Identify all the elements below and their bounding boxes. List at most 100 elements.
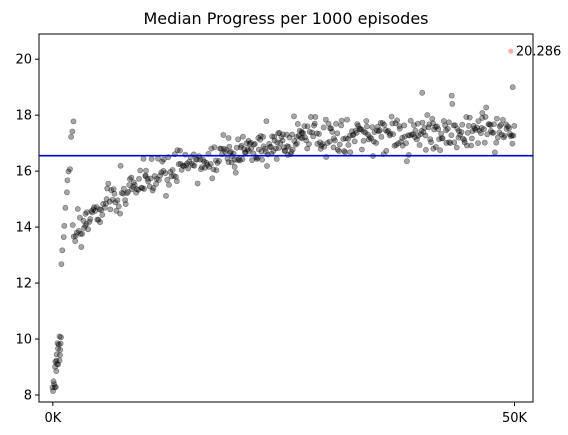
data-point [472,126,479,133]
data-point [318,142,325,149]
data-point [91,204,97,211]
data-point [213,167,220,174]
data-point [345,135,351,142]
data-point [486,121,493,128]
data-point [70,233,77,240]
data-point [238,142,245,149]
data-point [296,127,303,134]
data-point [54,340,61,347]
data-point [185,165,192,172]
data-point [356,126,363,132]
data-point [464,129,471,136]
data-point [294,121,301,127]
data-point [278,134,285,140]
data-point [73,229,80,236]
data-point [412,127,419,134]
data-point [153,180,159,187]
data-point [53,368,60,374]
data-point [234,156,241,163]
data-point [345,141,352,148]
data-point [239,156,246,163]
data-point [49,384,56,391]
data-point [434,123,440,130]
data-point [342,135,349,142]
y-tick-label: 10 [15,333,32,348]
data-point [338,122,345,129]
data-point [65,168,72,175]
data-point [172,173,179,180]
data-point [225,135,232,141]
data-point [338,117,345,124]
data-point [355,123,362,129]
data-point [117,162,124,169]
data-point [320,124,327,131]
data-point [81,225,87,231]
data-point [304,123,311,130]
data-point [388,113,395,120]
data-point [350,131,357,138]
data-point [292,141,299,148]
data-point [375,128,382,135]
data-point [405,132,412,139]
data-point [453,144,460,151]
data-point [177,147,183,154]
data-point [487,127,494,134]
data-point [192,156,199,163]
data-point [432,124,439,130]
data-point [283,131,290,138]
data-point [334,146,341,153]
data-point [399,134,406,141]
data-point [93,204,100,211]
data-point [429,115,436,122]
data-point [223,146,230,153]
data-point [421,124,428,131]
data-point [170,172,177,179]
data-point [419,89,426,96]
data-point [166,181,172,188]
data-point [325,120,332,127]
data-point [64,177,71,184]
data-point [198,166,204,173]
data-point [416,142,423,148]
data-point [341,148,347,154]
data-point [177,160,184,167]
data-point [461,137,468,143]
data-point [443,139,450,146]
data-point [141,185,147,192]
data-point [403,140,409,147]
data-point [316,130,322,137]
y-tick-label: 12 [15,277,32,292]
data-point [271,133,278,140]
data-point [342,149,348,156]
data-point [105,180,112,187]
data-point [163,192,169,199]
data-point [344,116,350,123]
data-point [505,123,511,130]
data-point [401,122,408,129]
data-point [327,125,333,132]
data-point [501,132,508,139]
data-point [432,144,439,150]
data-point [450,122,457,129]
data-point [414,120,421,127]
data-point [510,132,517,139]
data-point [298,130,305,136]
data-point [96,206,103,213]
data-point [438,130,444,137]
data-point [387,130,394,137]
data-point [53,351,60,358]
data-point [147,175,154,182]
data-point [112,199,119,206]
data-point [57,352,63,358]
data-point [266,144,273,150]
data-point [164,176,171,183]
data-point [470,123,477,129]
data-point [98,206,105,213]
data-point [160,156,167,163]
data-point [399,142,406,149]
data-point [153,175,160,182]
data-point [319,141,326,147]
data-point [459,121,466,128]
data-point [276,129,283,136]
data-point [260,133,266,140]
